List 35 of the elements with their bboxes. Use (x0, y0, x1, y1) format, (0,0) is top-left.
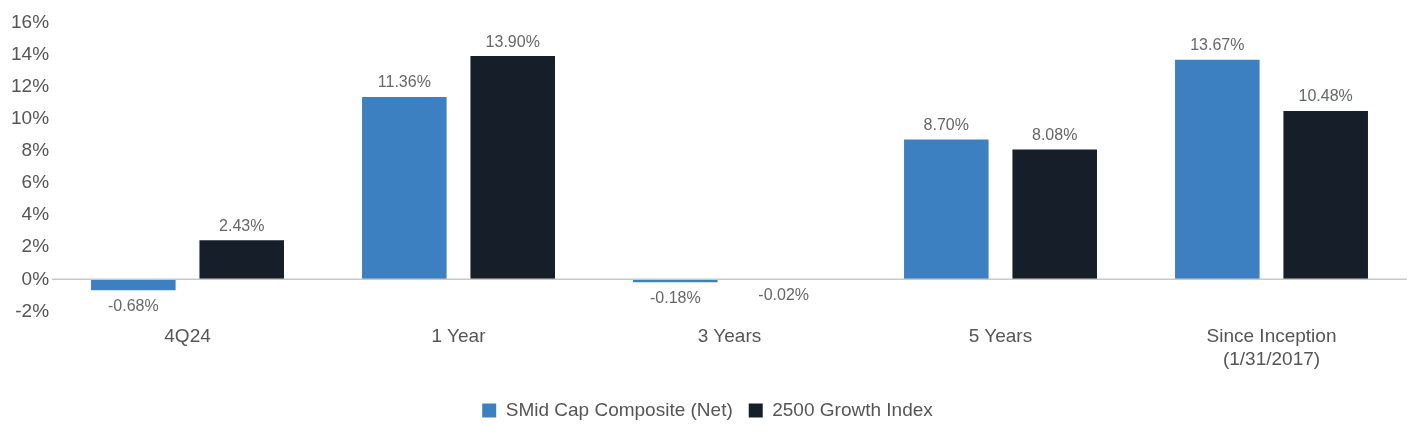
legend-label: SMid Cap Composite (Net) (505, 398, 733, 420)
data-label: 11.36% (377, 73, 431, 91)
data-label: -0.68% (107, 296, 159, 314)
data-label: 13.90% (485, 32, 540, 50)
x-tick-label: 3 Years (697, 325, 762, 347)
x-tick-label: Since Inception (1/31/2017) (1206, 325, 1337, 369)
data-label: -0.18% (649, 288, 701, 306)
y-tick-label: 6% (21, 171, 50, 193)
y-tick-label: 12% (11, 74, 50, 96)
y-tick-label: -2% (15, 299, 50, 321)
bar (1175, 59, 1260, 280)
x-tick-label: 5 Years (968, 325, 1033, 347)
y-tick-label: 8% (21, 139, 50, 161)
x-tick-label: 4Q24 (164, 325, 212, 347)
y-tick-label: 2% (21, 235, 50, 257)
bar (1283, 111, 1368, 280)
legend-label: 2500 Growth Index (772, 398, 934, 420)
bar (199, 240, 284, 280)
data-label: -0.02% (758, 286, 810, 304)
bar (1012, 149, 1097, 280)
y-tick-label: 4% (21, 203, 50, 225)
data-label: 8.08% (1032, 125, 1078, 143)
data-label: 10.48% (1298, 87, 1353, 105)
data-label: 8.70% (923, 116, 969, 134)
bar (470, 56, 555, 280)
x-tick-label: 1 Year (431, 325, 487, 347)
data-label: 13.67% (1190, 36, 1245, 54)
bar (904, 139, 989, 280)
y-tick-label: 14% (11, 42, 50, 64)
y-tick-label: 16% (11, 10, 50, 32)
bar (91, 279, 176, 291)
bar (362, 96, 447, 280)
y-tick-label: 10% (11, 106, 50, 128)
y-tick-label: 0% (21, 267, 50, 289)
data-label: 2.43% (219, 216, 265, 234)
